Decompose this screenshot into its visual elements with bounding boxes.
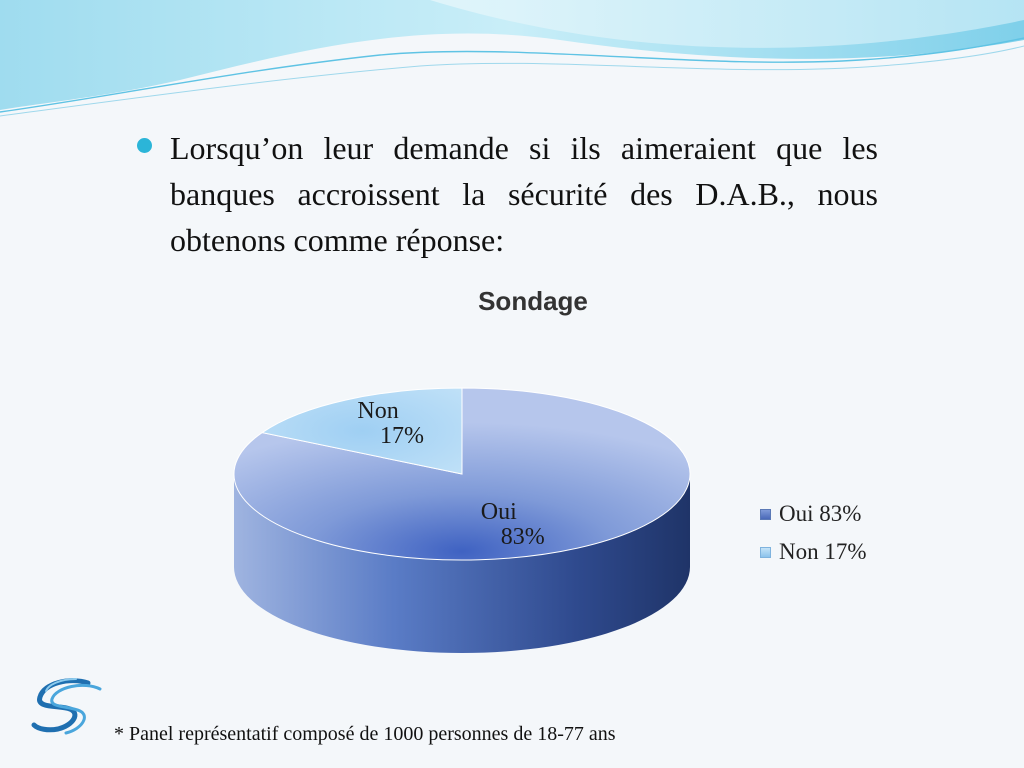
data-value-non: 17% xyxy=(380,423,424,449)
footnote: * Panel représentatif composé de 1000 pe… xyxy=(114,723,616,745)
legend-item-oui: Oui 83% xyxy=(760,495,867,533)
legend-swatch-non xyxy=(760,546,771,558)
data-label-oui: Oui xyxy=(481,499,517,525)
legend-swatch-oui xyxy=(760,508,771,520)
legend-label-oui: Oui 83% xyxy=(779,501,862,526)
data-value-oui: 83% xyxy=(501,524,545,550)
data-label-non: Non xyxy=(357,398,398,424)
chart-title: Sondage xyxy=(478,286,588,316)
chart-legend: Oui 83% Non 17% xyxy=(760,495,867,571)
pie-side-wall xyxy=(234,474,690,653)
legend-item-non: Non 17% xyxy=(760,533,867,571)
bullet-icon xyxy=(137,138,152,153)
header-wave-decoration xyxy=(0,0,1024,117)
pie-slice-non xyxy=(260,387,463,475)
legend-label-non: Non 17% xyxy=(779,539,867,564)
question-text: Lorsqu’on leur demande si ils aimeraient… xyxy=(170,130,878,258)
company-logo-icon xyxy=(31,678,102,735)
pie-side-face xyxy=(234,474,690,653)
